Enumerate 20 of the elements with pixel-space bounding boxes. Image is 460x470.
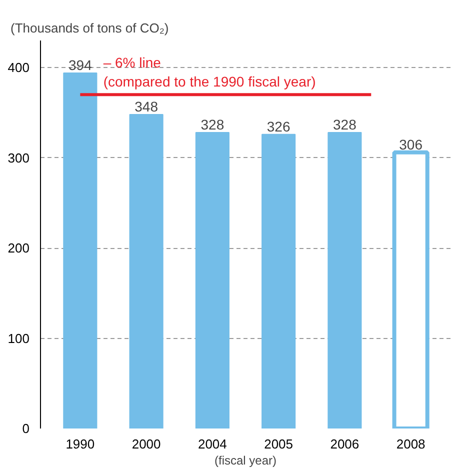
y-tick-label: 400 (8, 60, 30, 76)
x-tick-label: 2006 (330, 436, 360, 452)
data-label: 328 (200, 116, 224, 133)
y-axis-title: (Thousands of tons of CO₂) (10, 20, 169, 36)
x-axis-title: (fiscal year) (214, 454, 277, 468)
data-label: 328 (333, 116, 357, 133)
data-label: 306 (399, 136, 423, 152)
x-tick-label: 2008 (396, 436, 426, 452)
y-tick-label: 300 (8, 150, 30, 166)
data-label: 326 (266, 118, 290, 134)
y-tick-label: 0 (22, 421, 30, 436)
x-tick-label: 1990 (66, 436, 95, 452)
ref-line-label: – 6% line (compared to the 1990 fiscal year) (103, 54, 316, 90)
x-tick-label: 2000 (132, 436, 161, 452)
x-tick-label: 2004 (198, 436, 227, 452)
x-tick-label: 2005 (264, 436, 294, 452)
y-tick-label: 200 (8, 240, 30, 256)
y-tick-label: 100 (8, 330, 30, 346)
data-label: 394 (68, 56, 92, 73)
data-label: 348 (134, 98, 158, 114)
